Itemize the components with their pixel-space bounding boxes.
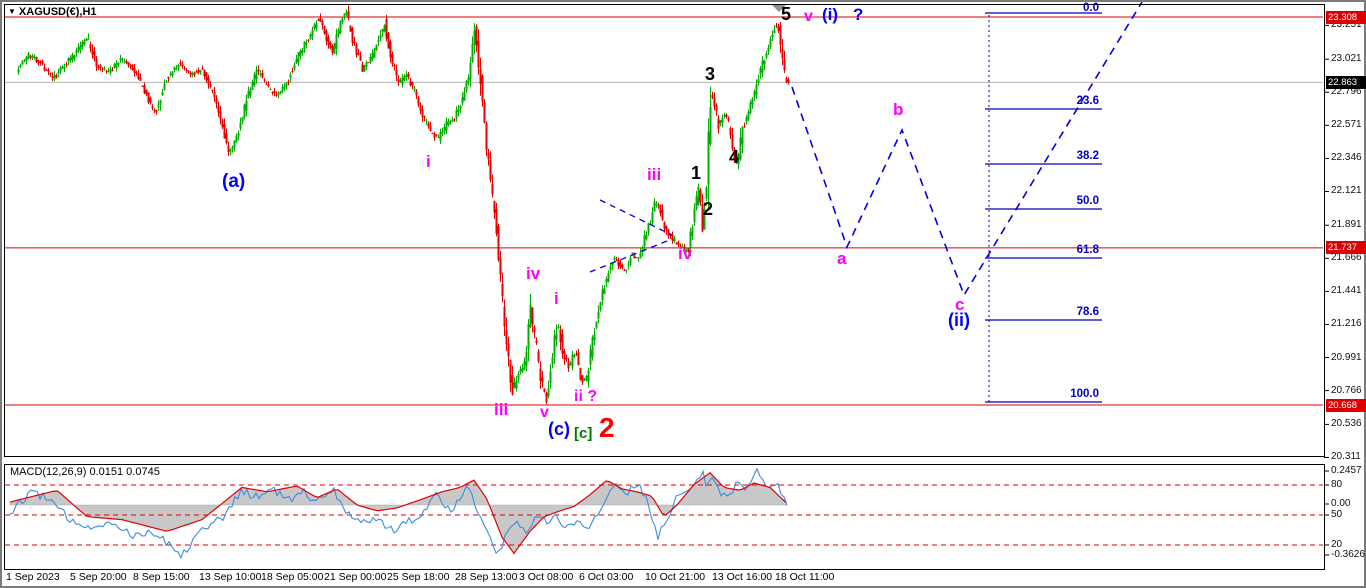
price-tick-label: 20.536 (1331, 418, 1362, 430)
trendline-2[interactable] (589, 238, 673, 273)
wave-label-iii-14[interactable]: iii (494, 400, 509, 419)
wave-label-v-9[interactable]: v (804, 8, 813, 25)
trendline-1[interactable] (599, 199, 673, 236)
wave-label-c-18[interactable]: [c] (574, 425, 593, 442)
macd-pane[interactable] (4, 464, 1325, 570)
time-axis-label[interactable]: 8 Sep 15:00 (133, 571, 190, 583)
price-tick-label: 22.346 (1331, 152, 1362, 164)
time-axis-label[interactable]: 18 Sep 05:00 (261, 571, 324, 583)
wave-label-c-17[interactable]: (c) (548, 419, 570, 439)
projection-zigzag[interactable] (791, 2, 1143, 297)
price-tick-label: 21.441 (1331, 285, 1362, 297)
macd-scale-label: 50 (1331, 509, 1343, 520)
fib-level-label-78.6: 78.6 (1076, 306, 1099, 318)
macd-scale-label: 80 (1331, 479, 1343, 490)
price-badge-21.737: 21.737 (1326, 241, 1366, 255)
macd-indicator-label: MACD(12,26,9) 0.0151 0.0745 (10, 466, 160, 478)
candles-layer (17, 5, 790, 405)
wave-label-5-8[interactable]: 5 (781, 4, 792, 24)
fib-level-label-100.0: 100.0 (1070, 388, 1099, 400)
wedge-trendlines[interactable] (589, 199, 673, 273)
price-tick-label: 23.251 (1331, 19, 1362, 31)
wave-label-b-21[interactable]: b (893, 100, 904, 119)
price-tick-label: 21.216 (1331, 318, 1362, 330)
price-tick-label: 21.666 (1331, 252, 1362, 264)
time-axis-label[interactable]: 25 Sep 18:00 (387, 571, 450, 583)
fib-level-label-61.8: 61.8 (1076, 244, 1099, 256)
wave-label-i-13[interactable]: i (554, 289, 559, 308)
wave-label-2-19[interactable]: 2 (599, 412, 615, 443)
wave-label-i-1[interactable]: i (426, 152, 431, 171)
wave-label-v-15[interactable]: v (540, 404, 549, 421)
wave-label-2-5[interactable]: 2 (703, 199, 714, 219)
fib-level-label-23.6: 23.6 (1076, 95, 1099, 107)
time-axis-label[interactable]: 21 Sep 00:00 (324, 571, 387, 583)
price-tick-label: 20.991 (1331, 351, 1362, 363)
fib-level-label-38.2: 38.2 (1076, 150, 1099, 162)
fib-level-label-50.0: 50.0 (1076, 195, 1099, 207)
wave-label-ii-16[interactable]: ii ? (574, 388, 598, 405)
wave-label-a-0[interactable]: (a) (222, 171, 246, 192)
price-pane[interactable] (4, 4, 1325, 457)
time-axis-label[interactable]: 13 Sep 10:00 (199, 571, 262, 583)
wave-label-i-10[interactable]: (i) (822, 5, 839, 24)
macd-scale-label: 0.2457 (1331, 465, 1362, 476)
price-tick-label: 22.571 (1331, 119, 1362, 131)
macd-scale-label: -0.3626 (1331, 549, 1365, 560)
time-axis-label[interactable]: 6 Oct 03:00 (579, 571, 634, 583)
wave-label-4-7[interactable]: 4 (729, 147, 740, 167)
down-arrow-marker[interactable] (772, 5, 786, 12)
wave-label-c-22[interactable]: c (955, 295, 965, 314)
price-tick-label: 22.796 (1331, 86, 1362, 98)
time-axis-label[interactable]: 1 Sep 2023 (6, 571, 60, 583)
price-badge-23.308: 23.308 (1326, 10, 1366, 24)
price-tick-label: 20.766 (1331, 384, 1362, 396)
fib-level-label-0.0: 0.0 (1083, 2, 1099, 14)
chevron-down-icon: ▼ (8, 7, 16, 16)
time-axis-label[interactable]: 28 Sep 13:00 (455, 571, 518, 583)
price-badge-22.863: 22.863 (1326, 75, 1366, 89)
wave-label-3-6[interactable]: 3 (705, 64, 716, 84)
macd-scale-label: 20 (1331, 539, 1343, 550)
wave-label-iv-3[interactable]: iv (678, 244, 693, 263)
wave-label--11[interactable]: ? (853, 5, 864, 24)
price-tick-label: 22.121 (1331, 185, 1362, 197)
macd-signal-line[interactable] (9, 471, 787, 555)
symbol-label-text: XAGUSD(€),H1 (18, 6, 97, 18)
horizontal-price-lines[interactable] (5, 16, 1323, 406)
time-axis-label[interactable]: 18 Oct 11:00 (775, 571, 835, 583)
wave-label-iv-12[interactable]: iv (526, 264, 541, 283)
price-tick-label: 23.021 (1331, 53, 1362, 65)
wave-label-1-4[interactable]: 1 (691, 163, 702, 183)
macd-main-line[interactable] (9, 467, 788, 560)
price-tick-label: 20.311 (1331, 451, 1361, 463)
time-axis-label[interactable]: 5 Sep 20:00 (70, 571, 127, 583)
wave-label-a-20[interactable]: a (837, 249, 847, 268)
time-axis-label[interactable]: 3 Oct 08:00 (519, 571, 574, 583)
time-axis-label[interactable]: 13 Oct 16:00 (712, 571, 773, 583)
time-axis-label[interactable]: 10 Oct 21:00 (645, 571, 706, 583)
fibonacci-retracement[interactable] (985, 12, 1102, 403)
macd-layer (5, 467, 1323, 560)
symbol-dropdown[interactable]: ▼ XAGUSD(€),H1 (8, 6, 97, 18)
wave-label-ii-23[interactable]: (ii) (948, 310, 970, 330)
price-badge-20.668: 20.668 (1326, 398, 1366, 412)
wave-label-iii-2[interactable]: iii (647, 165, 662, 184)
macd-scale-label: 0.00 (1331, 498, 1351, 509)
price-tick-label: 21.891 (1331, 219, 1362, 231)
